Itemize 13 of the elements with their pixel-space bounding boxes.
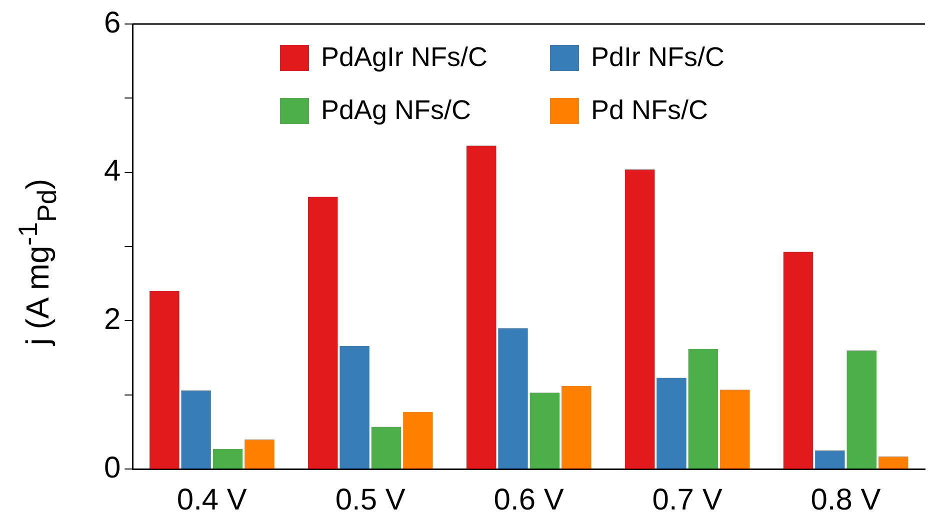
legend-label: PdAg NFs/C xyxy=(320,95,472,126)
x-tick-label: 0.6 V xyxy=(494,483,564,516)
x-tick-label: 0.5 V xyxy=(335,483,406,516)
y-tick-label: 0 xyxy=(104,451,121,484)
legend-label: PdAgIr NFs/C xyxy=(320,42,489,73)
x-tick-label: 0.7 V xyxy=(652,483,722,516)
y-tick-label: 4 xyxy=(104,154,121,188)
x-tick-label: 0.8 V xyxy=(810,483,881,516)
y-tick-label: 6 xyxy=(104,6,121,40)
legend-label: PdIr NFs/C xyxy=(590,42,726,73)
y-tick-label: 2 xyxy=(104,302,121,336)
legend-label: Pd NFs/C xyxy=(590,95,710,126)
x-tick-label: 0.4 V xyxy=(176,483,247,516)
